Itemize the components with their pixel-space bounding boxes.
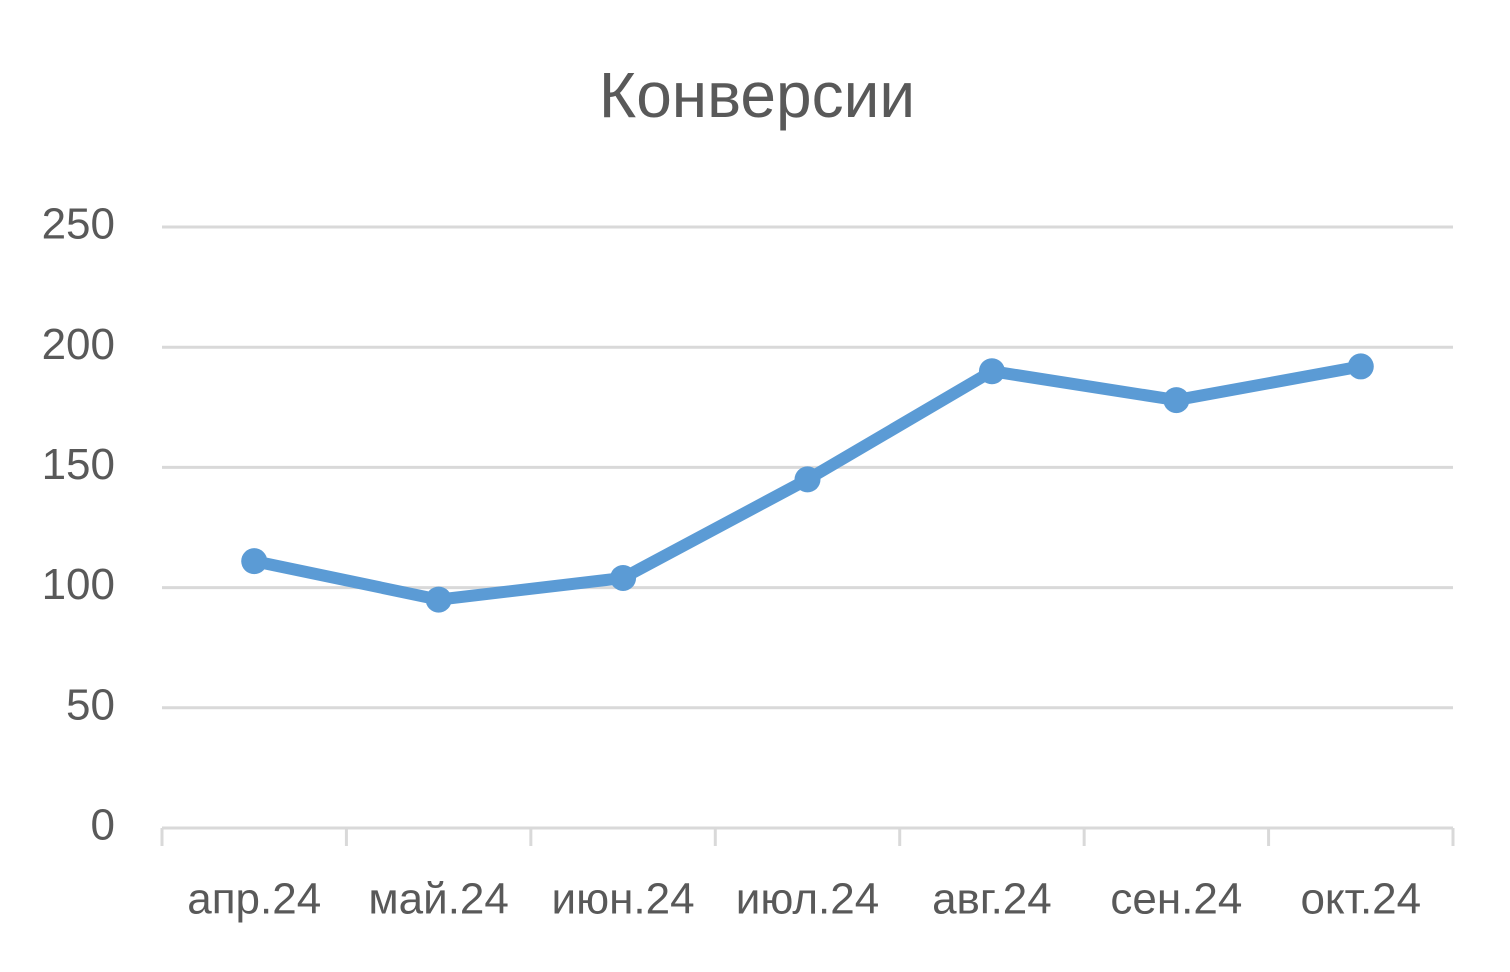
data-point	[1347, 353, 1374, 380]
y-tick-label: 250	[42, 200, 115, 249]
y-tick-label: 0	[91, 801, 115, 850]
data-point	[425, 586, 452, 613]
y-tick-label: 100	[42, 560, 115, 609]
x-tick-label: авг.24	[932, 875, 1052, 924]
data-point	[610, 564, 637, 591]
y-tick-label: 150	[42, 440, 115, 489]
chart-title: Конверсии	[599, 59, 915, 131]
x-tick-label: июл.24	[736, 875, 879, 924]
x-tick-label: сен.24	[1110, 875, 1242, 924]
y-tick-label: 50	[66, 680, 115, 729]
data-point	[241, 548, 268, 575]
data-point	[794, 466, 821, 493]
data-point	[1163, 387, 1190, 414]
data-point	[978, 358, 1005, 385]
x-tick-label: апр.24	[187, 875, 321, 924]
x-tick-label: май.24	[368, 875, 508, 924]
y-tick-label: 200	[42, 320, 115, 369]
x-tick-label: июн.24	[552, 875, 695, 924]
x-tick-label: окт.24	[1300, 875, 1421, 924]
